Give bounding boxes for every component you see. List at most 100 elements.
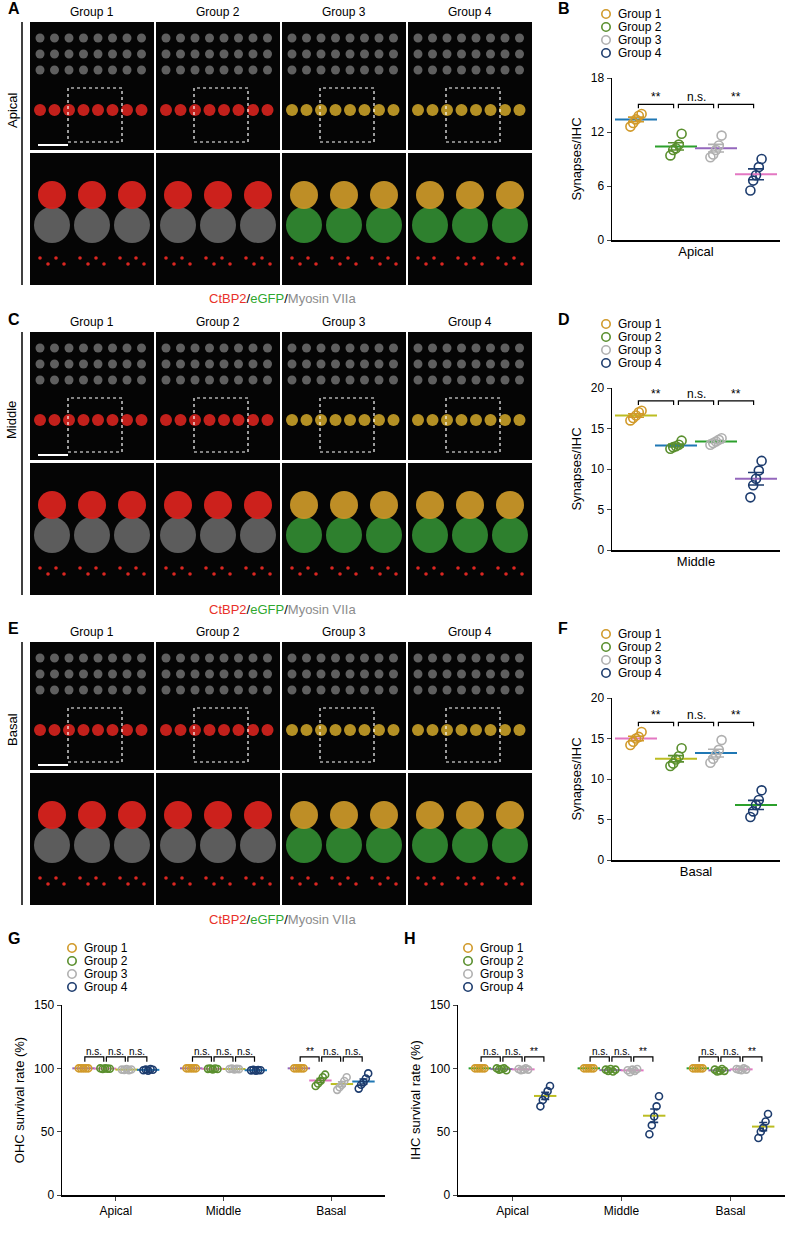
svg-text:Apical: Apical xyxy=(678,244,714,259)
svg-text:**: ** xyxy=(651,90,661,104)
svg-text:20: 20 xyxy=(591,381,605,395)
svg-text:150: 150 xyxy=(34,998,54,1012)
svg-text:18: 18 xyxy=(591,71,605,85)
svg-text:12: 12 xyxy=(591,125,605,139)
svg-text:Group 1: Group 1 xyxy=(70,5,114,19)
svg-text:Apical: Apical xyxy=(99,1204,132,1218)
svg-text:**: ** xyxy=(731,90,741,104)
svg-text:F: F xyxy=(558,620,568,637)
svg-text:E: E xyxy=(8,620,19,637)
svg-text:5: 5 xyxy=(597,813,604,827)
svg-text:Group 1: Group 1 xyxy=(618,7,662,21)
svg-text:CtBP2/eGFP/Myosin VIIa: CtBP2/eGFP/Myosin VIIa xyxy=(209,291,356,306)
svg-text:B: B xyxy=(558,0,570,17)
svg-text:15: 15 xyxy=(591,732,605,746)
svg-text:0: 0 xyxy=(597,543,604,557)
svg-text:20: 20 xyxy=(591,691,605,705)
svg-text:Group 1: Group 1 xyxy=(618,317,662,331)
svg-text:Basal: Basal xyxy=(715,1204,745,1218)
svg-text:n.s.: n.s. xyxy=(345,1046,361,1057)
svg-text:Group 4: Group 4 xyxy=(618,356,662,370)
svg-text:n.s.: n.s. xyxy=(216,1046,232,1057)
svg-text:**: ** xyxy=(651,708,661,722)
svg-text:Group 4: Group 4 xyxy=(618,46,662,60)
svg-text:**: ** xyxy=(306,1046,314,1057)
svg-text:Group 3: Group 3 xyxy=(322,315,366,329)
svg-text:50: 50 xyxy=(437,1125,451,1139)
svg-text:n.s.: n.s. xyxy=(108,1046,124,1057)
svg-text:Group 3: Group 3 xyxy=(84,967,128,981)
svg-text:Synapses/IHC: Synapses/IHC xyxy=(569,427,584,510)
svg-text:Middle: Middle xyxy=(604,1204,640,1218)
svg-text:Group 4: Group 4 xyxy=(448,625,492,639)
svg-text:Group 2: Group 2 xyxy=(618,330,662,344)
svg-text:n.s.: n.s. xyxy=(614,1046,630,1057)
svg-text:Group 2: Group 2 xyxy=(84,954,128,968)
svg-text:Synapses/IHC: Synapses/IHC xyxy=(569,117,584,200)
svg-text:100: 100 xyxy=(430,1062,450,1076)
svg-text:**: ** xyxy=(651,387,661,401)
svg-text:Middle: Middle xyxy=(4,401,19,439)
svg-text:G: G xyxy=(8,930,20,947)
svg-text:CtBP2/eGFP/Myosin VIIa: CtBP2/eGFP/Myosin VIIa xyxy=(209,602,356,617)
svg-text:5: 5 xyxy=(597,503,604,517)
svg-text:Group 3: Group 3 xyxy=(480,967,524,981)
svg-text:n.s.: n.s. xyxy=(701,1046,717,1057)
svg-text:n.s.: n.s. xyxy=(505,1046,521,1057)
svg-text:100: 100 xyxy=(34,1062,54,1076)
svg-text:CtBP2/eGFP/Myosin VIIa: CtBP2/eGFP/Myosin VIIa xyxy=(209,912,356,927)
svg-text:OHC survival rate (%): OHC survival rate (%) xyxy=(12,1037,27,1163)
svg-text:n.s.: n.s. xyxy=(483,1046,499,1057)
svg-text:Basal: Basal xyxy=(5,713,20,746)
svg-text:10: 10 xyxy=(591,772,605,786)
svg-text:D: D xyxy=(558,311,570,328)
svg-text:n.s.: n.s. xyxy=(194,1046,210,1057)
svg-text:0: 0 xyxy=(597,853,604,867)
svg-text:n.s.: n.s. xyxy=(323,1046,339,1057)
svg-text:Apical: Apical xyxy=(5,92,20,128)
svg-text:**: ** xyxy=(731,387,741,401)
svg-text:**: ** xyxy=(748,1046,756,1057)
svg-text:Group 2: Group 2 xyxy=(196,315,240,329)
svg-text:**: ** xyxy=(530,1046,538,1057)
svg-text:Group 2: Group 2 xyxy=(480,954,524,968)
svg-text:**: ** xyxy=(639,1046,647,1057)
svg-text:Group 4: Group 4 xyxy=(480,980,524,994)
svg-text:Group 2: Group 2 xyxy=(618,20,662,34)
svg-text:Group 2: Group 2 xyxy=(196,625,240,639)
svg-text:Group 4: Group 4 xyxy=(448,5,492,19)
svg-text:**: ** xyxy=(731,708,741,722)
svg-text:0: 0 xyxy=(443,1188,450,1202)
svg-text:Group 3: Group 3 xyxy=(322,625,366,639)
svg-text:Group 3: Group 3 xyxy=(618,343,662,357)
svg-text:Basal: Basal xyxy=(316,1204,346,1218)
svg-text:n.s.: n.s. xyxy=(237,1046,253,1057)
svg-text:Group 4: Group 4 xyxy=(84,980,128,994)
svg-text:0: 0 xyxy=(47,1188,54,1202)
svg-text:n.s.: n.s. xyxy=(592,1046,608,1057)
svg-text:Group 2: Group 2 xyxy=(618,640,662,654)
svg-text:Group 4: Group 4 xyxy=(618,666,662,680)
svg-text:n.s.: n.s. xyxy=(687,90,706,104)
svg-text:Group 1: Group 1 xyxy=(70,625,114,639)
svg-text:n.s.: n.s. xyxy=(687,387,706,401)
svg-text:Group 1: Group 1 xyxy=(84,941,128,955)
svg-text:n.s.: n.s. xyxy=(129,1046,145,1057)
svg-text:Group 2: Group 2 xyxy=(196,5,240,19)
svg-text:50: 50 xyxy=(41,1125,55,1139)
svg-text:6: 6 xyxy=(597,179,604,193)
svg-text:10: 10 xyxy=(591,462,605,476)
svg-text:Middle: Middle xyxy=(677,554,715,569)
svg-text:n.s.: n.s. xyxy=(687,708,706,722)
svg-text:A: A xyxy=(8,0,20,17)
svg-text:n.s.: n.s. xyxy=(86,1046,102,1057)
svg-text:Basal: Basal xyxy=(680,864,713,879)
svg-text:H: H xyxy=(404,930,416,947)
svg-text:n.s.: n.s. xyxy=(723,1046,739,1057)
svg-text:Apical: Apical xyxy=(496,1204,529,1218)
svg-text:Synapses/IHC: Synapses/IHC xyxy=(569,737,584,820)
svg-text:Group 1: Group 1 xyxy=(618,627,662,641)
svg-text:Group 1: Group 1 xyxy=(70,315,114,329)
svg-text:Middle: Middle xyxy=(206,1204,242,1218)
svg-text:15: 15 xyxy=(591,422,605,436)
